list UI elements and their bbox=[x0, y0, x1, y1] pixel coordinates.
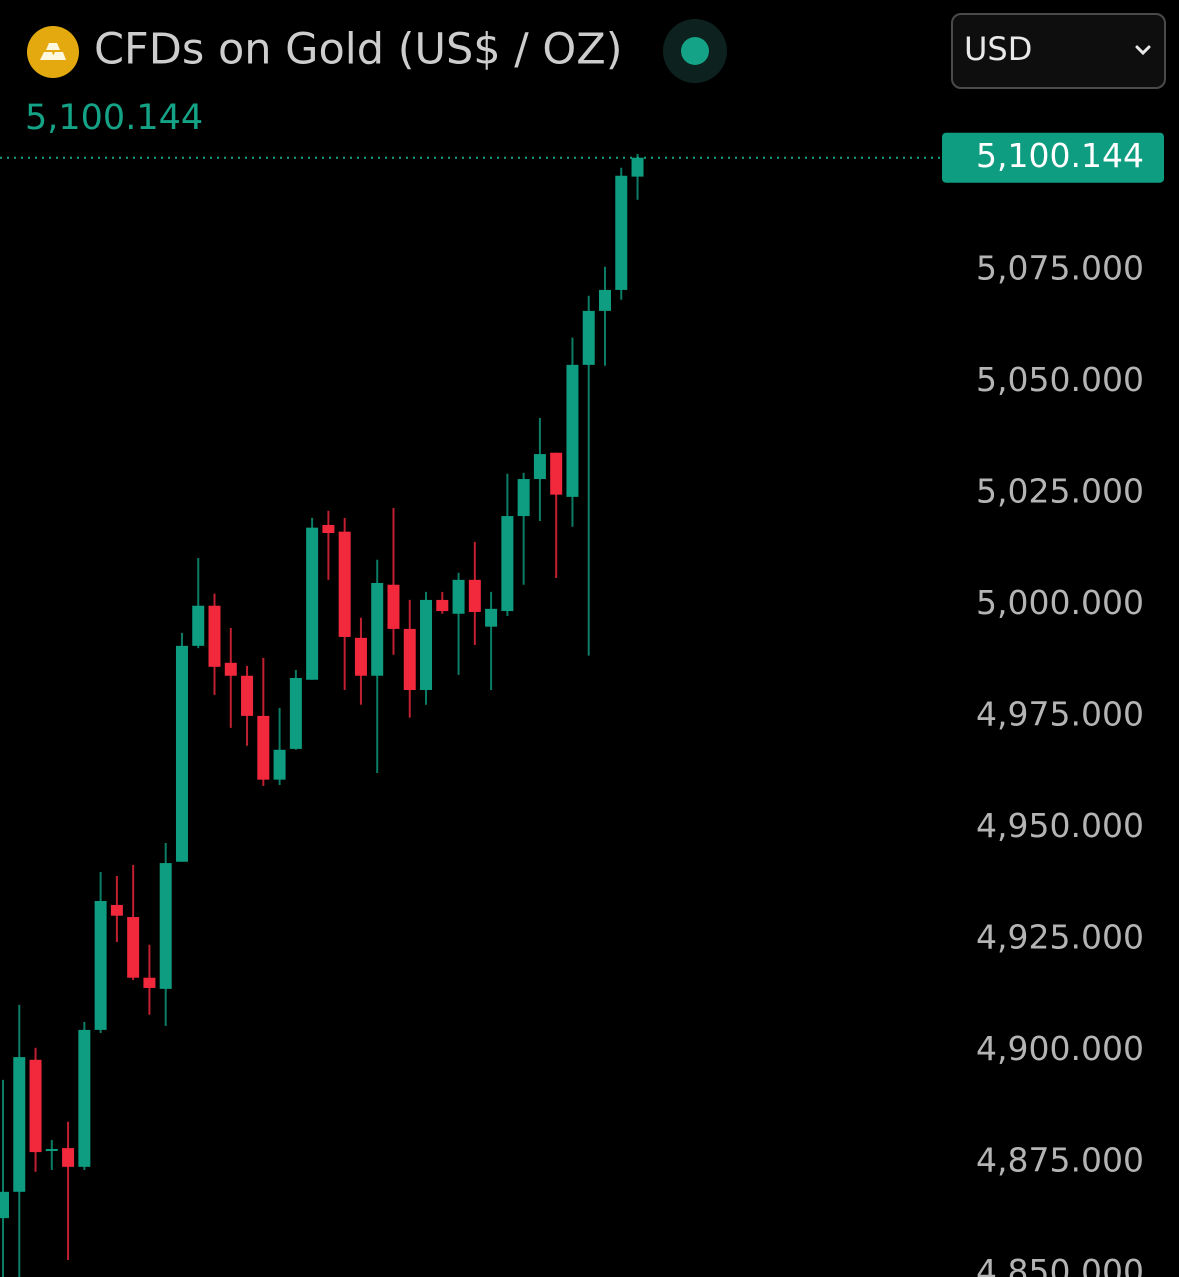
candle-body bbox=[143, 977, 156, 988]
y-tick-label: 5,050.000 bbox=[976, 360, 1144, 399]
y-tick-label: 4,850.000 bbox=[976, 1252, 1144, 1277]
candle-body bbox=[533, 454, 546, 480]
candle-body bbox=[13, 1057, 26, 1192]
candle-body bbox=[322, 524, 335, 534]
candle-body bbox=[501, 516, 514, 612]
candle-body bbox=[224, 662, 237, 676]
candle-body bbox=[192, 605, 205, 646]
y-tick-label: 4,875.000 bbox=[976, 1140, 1144, 1179]
candle-body bbox=[631, 157, 644, 177]
candle-body bbox=[452, 579, 465, 614]
y-tick-label: 4,975.000 bbox=[976, 694, 1144, 733]
candle-body bbox=[127, 917, 140, 978]
y-tick-label: 5,025.000 bbox=[976, 471, 1144, 510]
candle-body bbox=[387, 584, 400, 629]
candle-body bbox=[78, 1029, 91, 1167]
candle-body bbox=[45, 1148, 58, 1151]
candle-body bbox=[289, 677, 302, 749]
candle-body bbox=[371, 582, 384, 676]
candle-body bbox=[566, 364, 579, 497]
chart-title: CFDs on Gold (US$ / OZ) bbox=[94, 25, 623, 75]
candle-body bbox=[175, 645, 188, 862]
candle-body bbox=[208, 605, 221, 667]
y-tick-label: 5,075.000 bbox=[976, 248, 1144, 287]
y-tick-label: 4,900.000 bbox=[976, 1029, 1144, 1068]
y-tick-label: 4,950.000 bbox=[976, 806, 1144, 845]
candle-body bbox=[403, 628, 416, 691]
price-badge bbox=[942, 132, 1164, 183]
candle-body bbox=[420, 599, 433, 691]
candle-body bbox=[110, 905, 123, 916]
plot-area: 4,850.000 4,875.000 4,900.000 4,925.000 4,95… bbox=[0, 132, 1164, 1277]
candle-body bbox=[241, 675, 254, 716]
price-badge-label: 5,100.144 bbox=[976, 136, 1144, 175]
candle-body bbox=[273, 749, 286, 780]
candle-body bbox=[29, 1059, 42, 1153]
candle-body bbox=[62, 1148, 75, 1167]
candle-body bbox=[517, 479, 530, 517]
candle-body bbox=[338, 531, 351, 637]
candle-body bbox=[615, 175, 628, 290]
candle-body bbox=[0, 1191, 9, 1219]
y-tick-label: 4,925.000 bbox=[976, 917, 1144, 956]
gold-icon bbox=[27, 26, 79, 78]
currency-select[interactable]: USD bbox=[951, 13, 1166, 89]
candle-body bbox=[550, 452, 563, 495]
candle-body bbox=[159, 863, 172, 989]
currency-label[interactable]: USD bbox=[964, 30, 1032, 68]
candle-body bbox=[485, 608, 498, 627]
candle-body bbox=[582, 310, 595, 365]
candle-body bbox=[598, 289, 611, 311]
live-indicator bbox=[663, 19, 727, 83]
candle-body bbox=[354, 637, 367, 676]
candle-body bbox=[436, 599, 449, 612]
y-tick-label: 5,000.000 bbox=[976, 583, 1144, 622]
candle-body bbox=[94, 900, 107, 1030]
current-price: 5,100.144 bbox=[25, 98, 203, 138]
candle-body bbox=[257, 715, 270, 780]
candle-body bbox=[306, 527, 319, 680]
candle-body bbox=[468, 579, 481, 612]
